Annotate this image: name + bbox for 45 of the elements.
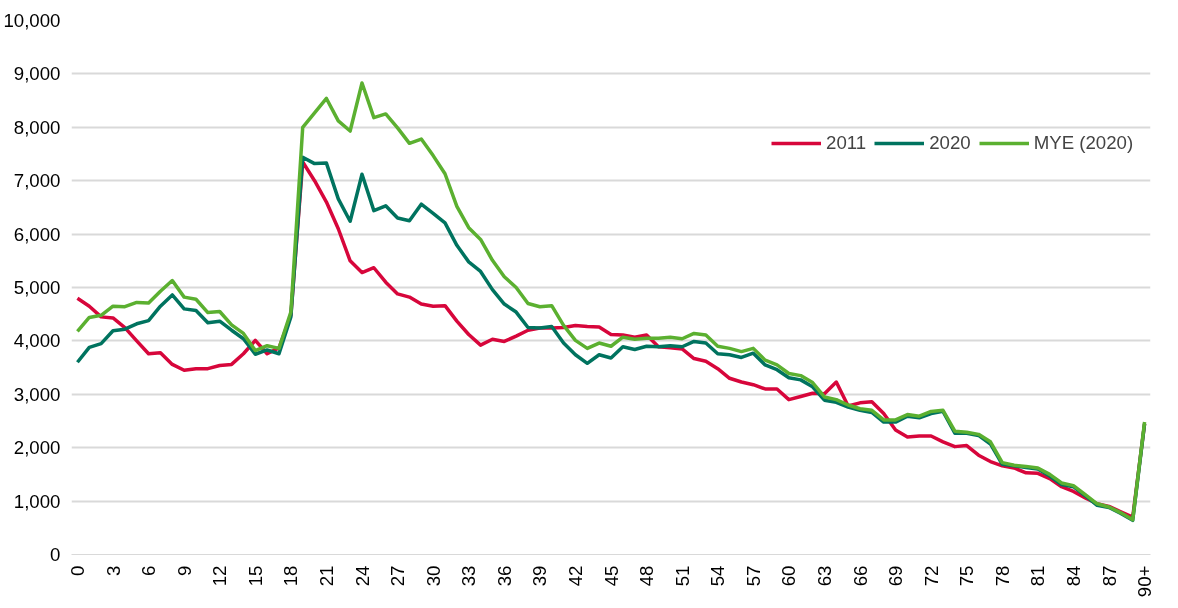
y-tick-label: 9,000 [13, 63, 61, 85]
x-tick-label: 84 [1062, 565, 1084, 587]
x-tick-label: 69 [885, 565, 907, 587]
x-tick-label: 33 [458, 565, 480, 587]
x-tick-label: 57 [742, 565, 764, 587]
x-tick-label: 90+ [1134, 565, 1156, 598]
x-tick-label: 24 [351, 565, 373, 587]
y-tick-label: 5,000 [13, 277, 61, 298]
y-tick-label: 10,000 [3, 10, 61, 31]
x-tick-label: 12 [209, 565, 231, 587]
y-tick-label: 6,000 [13, 223, 61, 245]
x-tick-label: 81 [1027, 565, 1049, 587]
line-series [75, 81, 1147, 522]
x-tick-label: 6 [138, 565, 160, 576]
legend-label: 2011 [826, 132, 867, 154]
y-tick-label: 7,000 [13, 170, 61, 192]
x-tick-label: 54 [707, 565, 729, 587]
x-tick-label: 75 [956, 565, 978, 587]
x-tick-label: 48 [636, 565, 658, 587]
x-tick-label: 18 [280, 565, 302, 587]
x-tick-label: 39 [529, 565, 551, 587]
legend-label: 2020 [929, 132, 971, 154]
y-tick-label: 3,000 [13, 383, 61, 405]
x-tick-label: 87 [1098, 565, 1120, 587]
x-tick-label: 15 [244, 565, 266, 587]
x-tick-label: 51 [671, 565, 693, 587]
x-tick-label: 42 [564, 565, 586, 587]
x-tick-label: 63 [813, 565, 835, 587]
y-tick-label: 4,000 [13, 330, 61, 352]
x-tick-label: 60 [778, 565, 800, 587]
y-tick-label: 1,000 [13, 490, 61, 512]
x-tick-label: 78 [991, 565, 1013, 587]
x-tick-label: 36 [493, 565, 515, 587]
x-tick-label: 72 [920, 565, 942, 587]
y-tick-label: 2,000 [13, 437, 61, 459]
x-tick-label: 27 [387, 565, 409, 587]
x-tick-label: 45 [600, 565, 622, 587]
x-tick-label: 0 [66, 565, 88, 576]
legend-label: MYE (2020) [1033, 132, 1134, 154]
y-tick-label: 8,000 [13, 116, 61, 138]
x-tick-label: 3 [102, 565, 124, 576]
x-tick-label: 9 [173, 565, 195, 576]
x-tick-label: 66 [849, 565, 871, 587]
x-tick-label: 30 [422, 565, 444, 587]
x-tick-label: 21 [315, 565, 337, 587]
